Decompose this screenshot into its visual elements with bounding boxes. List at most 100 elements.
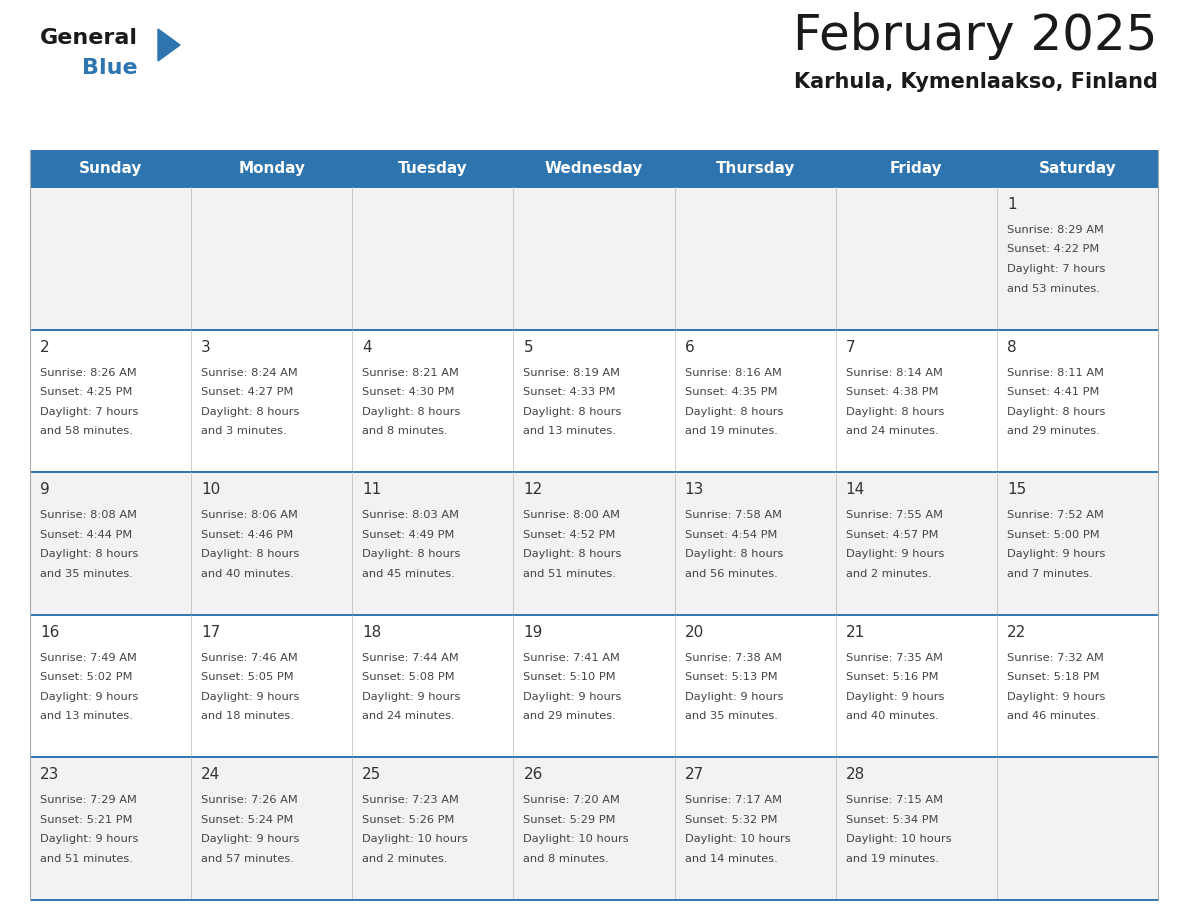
Text: 11: 11	[362, 482, 381, 498]
Text: Daylight: 9 hours: Daylight: 9 hours	[524, 692, 621, 701]
Text: Sunset: 4:49 PM: Sunset: 4:49 PM	[362, 530, 455, 540]
Text: Daylight: 8 hours: Daylight: 8 hours	[362, 549, 461, 559]
Text: Sunrise: 7:20 AM: Sunrise: 7:20 AM	[524, 795, 620, 805]
Text: Sunset: 5:21 PM: Sunset: 5:21 PM	[40, 815, 133, 825]
Text: Daylight: 10 hours: Daylight: 10 hours	[524, 834, 630, 845]
Text: Daylight: 7 hours: Daylight: 7 hours	[1007, 264, 1105, 274]
Text: and 57 minutes.: and 57 minutes.	[201, 854, 293, 864]
Bar	[30, 615, 1158, 757]
Text: 13: 13	[684, 482, 704, 498]
Text: 2: 2	[40, 340, 50, 354]
Bar	[30, 757, 1158, 900]
Text: Saturday: Saturday	[1038, 161, 1117, 176]
Text: Wednesday: Wednesday	[545, 161, 643, 176]
Text: 20: 20	[684, 625, 703, 640]
Text: 26: 26	[524, 767, 543, 782]
Bar	[30, 150, 1158, 187]
Text: Daylight: 9 hours: Daylight: 9 hours	[201, 692, 299, 701]
Text: and 7 minutes.: and 7 minutes.	[1007, 568, 1093, 578]
Text: February 2025: February 2025	[794, 12, 1158, 60]
Text: and 35 minutes.: and 35 minutes.	[684, 711, 777, 722]
Text: and 53 minutes.: and 53 minutes.	[1007, 284, 1100, 294]
Text: and 51 minutes.: and 51 minutes.	[40, 854, 133, 864]
Text: Sunset: 5:08 PM: Sunset: 5:08 PM	[362, 672, 455, 682]
Text: Sunset: 4:41 PM: Sunset: 4:41 PM	[1007, 387, 1099, 397]
Text: 14: 14	[846, 482, 865, 498]
Text: and 40 minutes.: and 40 minutes.	[846, 711, 939, 722]
Text: Daylight: 8 hours: Daylight: 8 hours	[201, 549, 299, 559]
Text: and 58 minutes.: and 58 minutes.	[40, 426, 133, 436]
Text: Sunset: 4:33 PM: Sunset: 4:33 PM	[524, 387, 615, 397]
Text: Sunrise: 8:16 AM: Sunrise: 8:16 AM	[684, 367, 782, 377]
Text: 18: 18	[362, 625, 381, 640]
Text: Sunrise: 8:14 AM: Sunrise: 8:14 AM	[846, 367, 942, 377]
Text: and 2 minutes.: and 2 minutes.	[362, 854, 448, 864]
Text: 9: 9	[40, 482, 50, 498]
Text: 28: 28	[846, 767, 865, 782]
Text: Sunset: 4:44 PM: Sunset: 4:44 PM	[40, 530, 132, 540]
Text: and 13 minutes.: and 13 minutes.	[40, 711, 133, 722]
Text: Sunset: 5:34 PM: Sunset: 5:34 PM	[846, 815, 939, 825]
Text: Daylight: 8 hours: Daylight: 8 hours	[40, 549, 138, 559]
Text: 12: 12	[524, 482, 543, 498]
Text: Daylight: 8 hours: Daylight: 8 hours	[201, 407, 299, 417]
Text: 21: 21	[846, 625, 865, 640]
Text: 23: 23	[40, 767, 59, 782]
Text: and 24 minutes.: and 24 minutes.	[362, 711, 455, 722]
Text: 6: 6	[684, 340, 694, 354]
Text: Daylight: 8 hours: Daylight: 8 hours	[1007, 407, 1105, 417]
Text: Sunrise: 8:03 AM: Sunrise: 8:03 AM	[362, 510, 460, 521]
Text: Sunset: 4:22 PM: Sunset: 4:22 PM	[1007, 244, 1099, 254]
Text: Daylight: 8 hours: Daylight: 8 hours	[684, 407, 783, 417]
Text: Friday: Friday	[890, 161, 942, 176]
Text: 19: 19	[524, 625, 543, 640]
Text: Daylight: 9 hours: Daylight: 9 hours	[40, 692, 138, 701]
Text: Daylight: 8 hours: Daylight: 8 hours	[362, 407, 461, 417]
Text: Sunrise: 7:46 AM: Sunrise: 7:46 AM	[201, 653, 298, 663]
Text: and 19 minutes.: and 19 minutes.	[846, 854, 939, 864]
Text: Sunrise: 8:19 AM: Sunrise: 8:19 AM	[524, 367, 620, 377]
Text: Daylight: 9 hours: Daylight: 9 hours	[846, 549, 944, 559]
Text: 22: 22	[1007, 625, 1026, 640]
Text: Daylight: 9 hours: Daylight: 9 hours	[684, 692, 783, 701]
Text: and 29 minutes.: and 29 minutes.	[1007, 426, 1100, 436]
Text: Sunset: 5:13 PM: Sunset: 5:13 PM	[684, 672, 777, 682]
Text: Daylight: 9 hours: Daylight: 9 hours	[846, 692, 944, 701]
Text: Sunset: 5:02 PM: Sunset: 5:02 PM	[40, 672, 133, 682]
Text: 16: 16	[40, 625, 59, 640]
Text: Monday: Monday	[239, 161, 305, 176]
Bar	[30, 187, 1158, 330]
Text: Daylight: 8 hours: Daylight: 8 hours	[524, 549, 621, 559]
Text: Sunset: 4:25 PM: Sunset: 4:25 PM	[40, 387, 132, 397]
Text: Daylight: 10 hours: Daylight: 10 hours	[362, 834, 468, 845]
Text: Sunset: 4:54 PM: Sunset: 4:54 PM	[684, 530, 777, 540]
Text: Sunrise: 8:24 AM: Sunrise: 8:24 AM	[201, 367, 298, 377]
Text: Sunrise: 7:52 AM: Sunrise: 7:52 AM	[1007, 510, 1104, 521]
Text: General: General	[40, 28, 138, 48]
Text: Daylight: 10 hours: Daylight: 10 hours	[684, 834, 790, 845]
Text: Sunrise: 7:17 AM: Sunrise: 7:17 AM	[684, 795, 782, 805]
Text: and 8 minutes.: and 8 minutes.	[524, 854, 609, 864]
Text: Sunrise: 8:08 AM: Sunrise: 8:08 AM	[40, 510, 137, 521]
Text: Sunset: 5:10 PM: Sunset: 5:10 PM	[524, 672, 617, 682]
Text: 27: 27	[684, 767, 703, 782]
Text: Sunset: 5:26 PM: Sunset: 5:26 PM	[362, 815, 455, 825]
Text: Sunset: 5:32 PM: Sunset: 5:32 PM	[684, 815, 777, 825]
Text: Sunrise: 8:21 AM: Sunrise: 8:21 AM	[362, 367, 459, 377]
Text: Sunrise: 7:55 AM: Sunrise: 7:55 AM	[846, 510, 943, 521]
Text: and 18 minutes.: and 18 minutes.	[201, 711, 293, 722]
Text: Daylight: 9 hours: Daylight: 9 hours	[40, 834, 138, 845]
Text: Thursday: Thursday	[715, 161, 795, 176]
Text: Daylight: 9 hours: Daylight: 9 hours	[201, 834, 299, 845]
Polygon shape	[158, 29, 181, 61]
Text: Daylight: 9 hours: Daylight: 9 hours	[362, 692, 461, 701]
Text: Sunrise: 7:49 AM: Sunrise: 7:49 AM	[40, 653, 137, 663]
Text: and 24 minutes.: and 24 minutes.	[846, 426, 939, 436]
Text: and 19 minutes.: and 19 minutes.	[684, 426, 777, 436]
Text: Sunrise: 8:00 AM: Sunrise: 8:00 AM	[524, 510, 620, 521]
Text: 24: 24	[201, 767, 221, 782]
Text: Daylight: 8 hours: Daylight: 8 hours	[684, 549, 783, 559]
Text: Daylight: 8 hours: Daylight: 8 hours	[524, 407, 621, 417]
Text: Sunset: 4:38 PM: Sunset: 4:38 PM	[846, 387, 939, 397]
Text: 25: 25	[362, 767, 381, 782]
